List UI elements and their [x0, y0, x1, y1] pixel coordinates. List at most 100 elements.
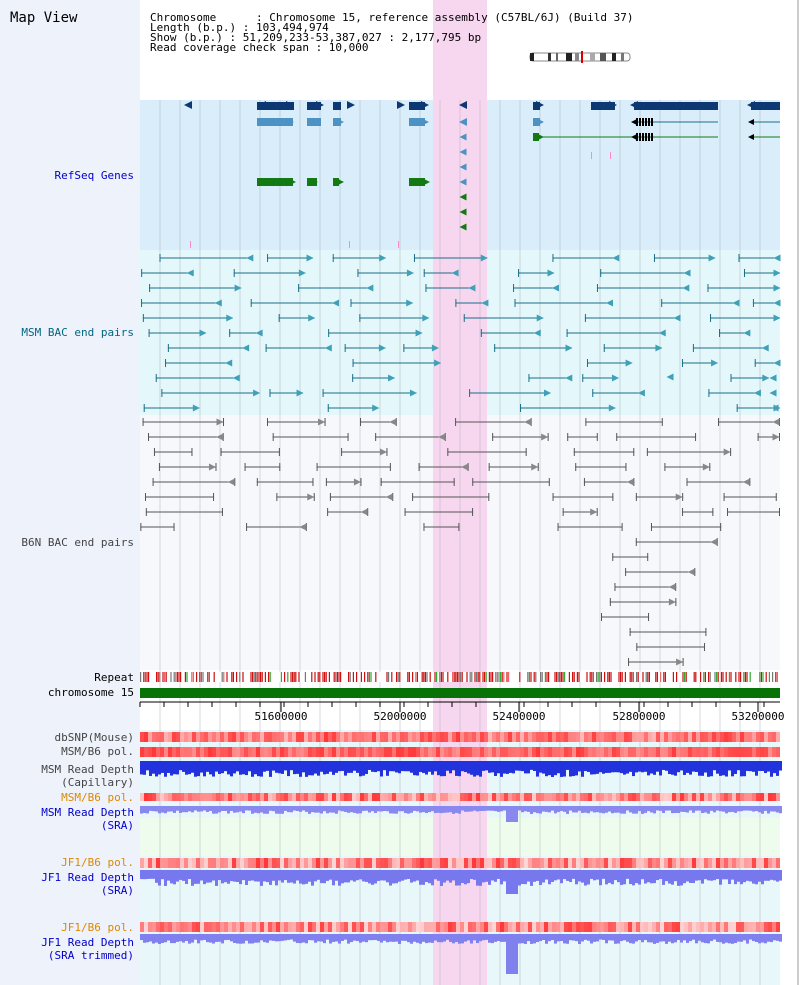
msm-bac-end — [771, 404, 779, 412]
jf1-b6-pol-heat — [148, 922, 152, 932]
repeat-mark — [498, 672, 500, 682]
gene-strand-arrow — [459, 148, 467, 156]
jf1-depth-sra — [410, 870, 413, 883]
jf1-b6-pol-heat — [696, 858, 700, 868]
dbsnp-heat — [472, 732, 476, 742]
jf1-b6-pol-heat — [316, 922, 320, 932]
msm-b6-pol-heat — [168, 747, 172, 757]
b6n-bac-end — [723, 493, 725, 501]
axis-tick-label: 52800000 — [613, 710, 666, 723]
jf1-depth-trimmed — [374, 934, 377, 940]
msm-depth-sra — [719, 806, 722, 812]
msm-bac-end — [480, 254, 488, 262]
msm-b6-pol-heat — [584, 793, 588, 801]
msm-depth-capillary — [698, 761, 701, 776]
jf1-depth-sra — [524, 870, 527, 885]
jf1-b6-pol-heat — [468, 922, 472, 932]
repeat-mark — [772, 672, 774, 682]
msm-bac-end — [332, 254, 334, 262]
repeat-mark — [541, 672, 543, 682]
jf1-b6-pol-heat — [236, 922, 240, 932]
msm-depth-sra — [599, 806, 602, 813]
msm-b6-pol-heat — [268, 793, 272, 801]
b6n-bac-end — [583, 478, 585, 486]
msm-bac-end — [566, 329, 568, 337]
msm-b6-pol-heat — [560, 747, 564, 757]
jf1-b6-pol-heat — [692, 922, 696, 932]
track-label-b6n-bac[interactable]: B6N BAC end pairs — [21, 536, 134, 549]
msm-b6-pol-heat — [232, 793, 236, 801]
jf1-b6-pol-heat — [664, 858, 668, 868]
jf1-b6-pol-heat — [184, 858, 188, 868]
jf1-depth-sra — [155, 870, 158, 883]
jf1-depth-trimmed — [440, 934, 443, 943]
dbsnp-heat — [240, 732, 244, 742]
ideogram — [530, 53, 630, 61]
jf1-depth-trimmed — [677, 934, 680, 940]
repeat-mark — [560, 672, 562, 682]
jf1-depth-trimmed — [689, 934, 692, 942]
track-label-msm-bac[interactable]: MSM BAC end pairs — [21, 326, 134, 339]
msm-depth-sra — [716, 806, 719, 811]
msm-depth-capillary — [365, 761, 368, 774]
repeat-mark — [256, 672, 258, 682]
jf1-b6-pol-heat — [380, 922, 384, 932]
msm-bac-end — [406, 299, 414, 307]
dbsnp-heat — [604, 732, 608, 742]
repeat-mark — [396, 672, 398, 682]
msm-bac-end — [773, 314, 781, 322]
msm-bac-end — [253, 389, 261, 397]
msm-bac-end — [425, 284, 427, 292]
dbsnp-heat — [708, 732, 712, 742]
msm-b6-pol-heat — [636, 747, 640, 757]
exon-tick — [651, 118, 653, 126]
msm-b6-pol-heat — [704, 793, 708, 801]
jf1-b6-pol-heat — [564, 922, 568, 932]
msm-depth-capillary — [569, 761, 572, 777]
jf1-depth-sra — [542, 870, 545, 883]
jf1-b6-pol-heat — [776, 858, 780, 868]
jf1-b6-pol-heat — [432, 922, 436, 932]
jf1-depth-sra — [755, 870, 758, 885]
msm-depth-sra — [497, 806, 500, 812]
jf1-depth-trimmed — [644, 934, 647, 941]
jf1-depth-sra — [719, 870, 722, 885]
jf1-depth-trimmed — [656, 934, 659, 943]
msm-bac-end — [143, 404, 145, 412]
repeat-mark — [695, 672, 697, 682]
msm-b6-pol-heat — [712, 747, 716, 757]
jf1-depth-trimmed — [596, 934, 599, 942]
msm-depth-capillary — [224, 761, 227, 772]
jf1-depth-sra — [590, 870, 593, 879]
b6n-bac-end — [455, 418, 457, 426]
jf1-depth-sra — [527, 870, 530, 882]
jf1-depth-sra — [548, 870, 551, 885]
jf1-b6-pol-heat — [388, 858, 392, 868]
dbsnp-heat — [408, 732, 412, 742]
jf1-depth-trimmed — [368, 934, 371, 941]
dbsnp-heat — [264, 732, 268, 742]
msm-bac-end — [743, 269, 745, 277]
b6n-bac-end — [575, 463, 577, 471]
gene-strand-arrow — [397, 101, 405, 109]
ideogram-band — [621, 53, 624, 61]
msm-depth-capillary — [416, 761, 419, 776]
msm-depth-capillary — [398, 761, 401, 774]
msm-b6-pol-heat — [560, 793, 564, 801]
dbsnp-heat — [532, 732, 536, 742]
track-label-refseq[interactable]: RefSeq Genes — [54, 169, 134, 182]
jf1-b6-pol-heat — [332, 858, 336, 868]
jf1-depth-sra — [599, 870, 602, 886]
msm-b6-pol-heat — [300, 793, 304, 801]
msm-depth-sra — [701, 806, 704, 814]
msm-depth-sra — [542, 806, 545, 812]
jf1-depth-sra — [488, 870, 491, 885]
msm-depth-sra — [527, 806, 530, 812]
msm-b6-pol-heat — [692, 793, 696, 801]
jf1-depth-sra — [182, 870, 185, 881]
jf1-b6-pol-heat — [712, 922, 716, 932]
msm-bac-end — [752, 299, 754, 307]
jf1-b6-pol-heat — [432, 858, 436, 868]
msm-b6-pol-heat — [680, 747, 684, 757]
